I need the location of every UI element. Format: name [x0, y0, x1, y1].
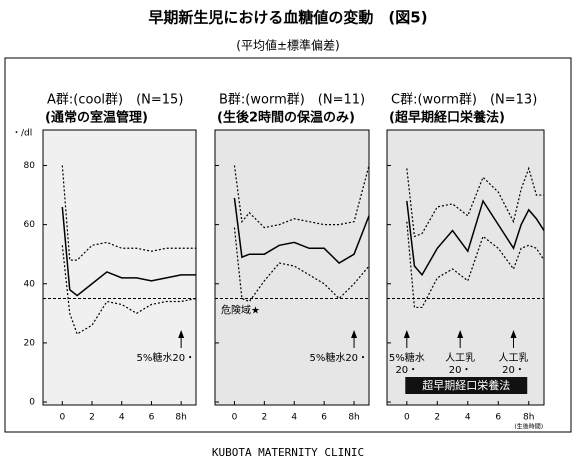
panel-subtitle: (超早期経口栄養法) — [389, 110, 505, 126]
annotation: 人工乳 — [445, 351, 475, 364]
annotation: 20・ — [449, 365, 472, 376]
y-tick-label: 20 — [24, 338, 36, 348]
annotation: 5%糖水20・ — [309, 351, 368, 364]
x-tick-label: 2 — [261, 413, 267, 423]
y-tick-label: 80 — [24, 161, 36, 171]
series-line — [406, 166, 544, 238]
x-tick-label: 4 — [465, 413, 471, 423]
panel-title: C群:(worm群) (N=13) — [391, 93, 537, 108]
title: 早期新生児における血糖値の変動 (図5) — [148, 9, 427, 27]
x-tick-label: 4 — [291, 413, 297, 423]
x-tick-label: 8h — [348, 413, 359, 423]
footer: KUBOTA MATERNITY CLINIC — [212, 446, 364, 459]
annotation: 20・ — [395, 365, 418, 376]
frame — [4, 57, 572, 433]
annotation: 5%糖水20・ — [137, 351, 196, 364]
plot-area — [214, 129, 370, 406]
label-box — [405, 377, 528, 394]
arrow-head — [351, 330, 358, 338]
x-tick-label: 8h — [523, 413, 534, 423]
y-tick-label: 40 — [24, 279, 36, 289]
arrow-head — [178, 330, 185, 338]
x-tick-label: 8h — [175, 413, 186, 423]
series-line — [233, 197, 370, 265]
y-tick-label: 0 — [29, 398, 35, 408]
x-tick-label: 0 — [59, 413, 65, 423]
series-line — [406, 199, 545, 277]
y-tick-label: 60 — [24, 220, 36, 230]
y-unit: ・/dl — [12, 129, 32, 139]
plot-area — [386, 129, 545, 406]
annotation: 5%糖水 — [389, 351, 425, 364]
subtitle: (平均値±標準偏差) — [236, 38, 339, 53]
x-label: (生後時間) — [514, 423, 543, 431]
box-label: 超早期経口栄養法 — [422, 378, 510, 392]
series-line — [61, 245, 197, 335]
series-line — [233, 165, 370, 229]
x-tick-label: 2 — [89, 413, 95, 423]
annotation: 20・ — [502, 365, 525, 376]
x-tick-label: 2 — [434, 413, 440, 423]
series-line — [61, 206, 196, 297]
series-line — [406, 221, 545, 309]
panel-title: B群:(worm群) (N=11) — [219, 93, 365, 108]
panel-subtitle: (通常の室温管理) — [45, 110, 148, 126]
series-line — [233, 227, 370, 303]
x-tick-label: 6 — [149, 413, 155, 423]
arrow-head — [457, 330, 464, 338]
arrow-head — [510, 330, 517, 338]
x-tick-label: 0 — [232, 413, 238, 423]
x-tick-label: 6 — [495, 413, 501, 423]
panel-title: A群:(cool群) (N=15) — [47, 93, 183, 108]
x-tick-label: 4 — [119, 413, 125, 423]
x-tick-label: 0 — [404, 413, 410, 423]
x-tick-label: 6 — [321, 413, 327, 423]
annotation: 人工乳 — [499, 351, 529, 364]
arrow-head — [403, 330, 410, 338]
annotation: 危険域★ — [221, 304, 260, 317]
series-line — [61, 165, 196, 261]
panel-subtitle: (生後2時間の保温のみ) — [217, 110, 355, 126]
